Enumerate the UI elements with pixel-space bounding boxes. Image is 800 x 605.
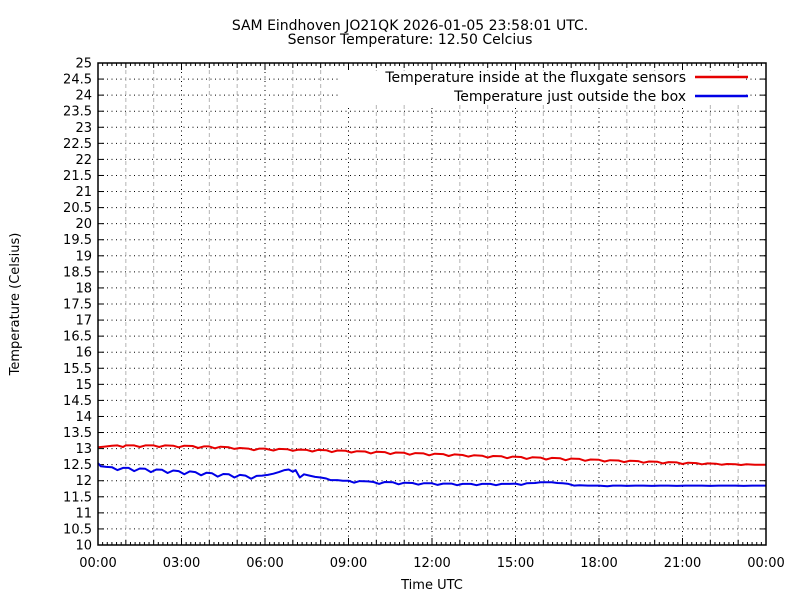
y-tick-label: 10.5	[63, 522, 92, 537]
y-tick-label: 19	[75, 249, 92, 264]
y-tick-label: 23	[75, 121, 92, 136]
legend-label-outside: Temperature just outside the box	[453, 89, 686, 105]
y-tick-label: 15	[75, 378, 92, 393]
x-tick-label: 06:00	[246, 556, 283, 571]
legend-label-inside: Temperature inside at the fluxgate senso…	[384, 70, 686, 86]
y-tick-label: 12.5	[63, 458, 92, 473]
chart-title: SAM Eindhoven JO21QK 2026-01-05 23:58:01…	[232, 18, 588, 34]
plot-border	[97, 62, 767, 546]
y-tick-label: 16.5	[63, 330, 92, 345]
y-tick-label: 14	[75, 410, 92, 425]
chart-subtitle: Sensor Temperature: 12.50 Celcius	[288, 32, 533, 48]
y-tick-label: 22.5	[63, 137, 92, 152]
y-tick-label: 14.5	[63, 394, 92, 409]
y-tick-label: 20	[75, 217, 92, 232]
x-axis-title: Time UTC	[400, 578, 463, 593]
y-tick-label: 24	[75, 89, 92, 104]
y-tick-label: 18.5	[63, 265, 92, 280]
x-tick-label: 12:00	[413, 556, 450, 571]
x-tick-label: 15:00	[497, 556, 534, 571]
y-tick-label: 21.5	[63, 169, 92, 184]
x-tick-label: 21:00	[664, 556, 701, 571]
y-tick-label: 15.5	[63, 362, 92, 377]
series-line-0	[97, 444, 766, 466]
y-tick-label: 17.5	[63, 298, 92, 313]
y-tick-label: 22	[75, 153, 92, 168]
y-tick-label: 16	[75, 346, 92, 361]
y-tick-label: 19.5	[63, 233, 92, 248]
y-tick-label: 17	[75, 314, 92, 329]
y-axis-title: Temperature (Celsius)	[8, 233, 23, 377]
x-tick-label: 03:00	[163, 556, 200, 571]
y-tick-label: 20.5	[63, 201, 92, 216]
x-tick-label: 18:00	[580, 556, 617, 571]
y-tick-label: 12	[75, 474, 92, 489]
y-tick-label: 24.5	[63, 73, 92, 88]
y-tick-label: 25	[75, 57, 92, 72]
y-tick-label: 21	[75, 185, 92, 200]
x-tick-label: 09:00	[330, 556, 367, 571]
y-tick-label: 13.5	[63, 426, 92, 441]
x-tick-label: 00:00	[79, 556, 116, 571]
series-line-1	[97, 462, 766, 488]
y-tick-label: 11	[75, 506, 92, 521]
y-tick-label: 13	[75, 442, 92, 457]
y-tick-label: 11.5	[63, 490, 92, 505]
legend: Temperature inside at the fluxgate senso…	[384, 70, 748, 105]
y-tick-label: 23.5	[63, 105, 92, 120]
x-tick-label: 00:00	[747, 556, 784, 571]
y-tick-label: 10	[75, 539, 92, 554]
plot-area: 10 10.51111.51212.51313.51414.51515.51616…	[63, 57, 785, 572]
y-tick-label: 18	[75, 281, 92, 296]
legend-background	[340, 71, 746, 105]
